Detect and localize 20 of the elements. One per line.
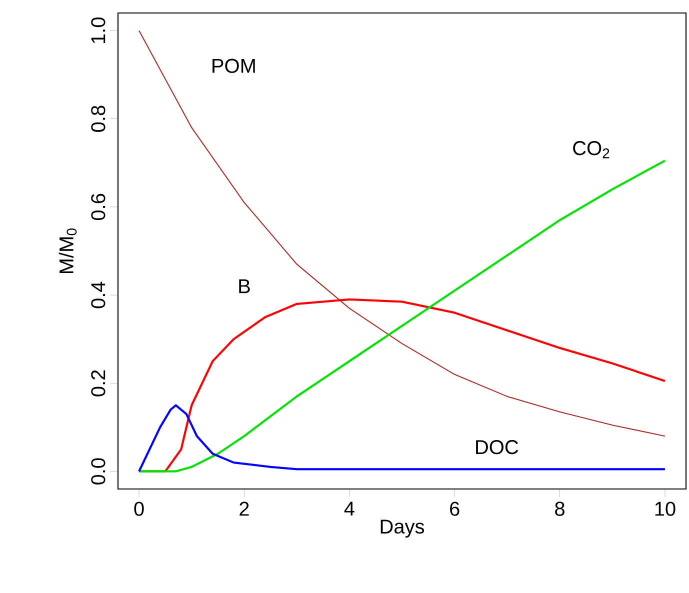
y-tick-label: 0.0 [91, 458, 106, 484]
y-tick-label: 0.4 [91, 282, 106, 308]
x-tick-label: 4 [344, 502, 354, 516]
line-series [138, 160, 666, 472]
x-tick-label: 6 [450, 502, 460, 516]
series-label: B [239, 279, 250, 294]
x-tick-label: 10 [655, 502, 676, 516]
y-tick-label: 0.8 [91, 106, 106, 132]
x-tick-label: 2 [240, 502, 249, 516]
x-axis-title: Days [380, 520, 424, 538]
x-tick-label: 0 [134, 502, 144, 516]
y-tick-label: 0.6 [91, 194, 106, 220]
y-tick-label: 0.2 [91, 370, 106, 396]
series-label: CO$_{2}$ [573, 141, 610, 158]
text: POM [212, 58, 255, 73]
x-tick-label: 8 [555, 502, 564, 516]
series-label: DOC [476, 440, 518, 454]
y-tick-label: 1.0 [91, 18, 106, 43]
y-axis-title: M/M$_{0}$ [58, 228, 77, 274]
line-series [138, 30, 666, 437]
